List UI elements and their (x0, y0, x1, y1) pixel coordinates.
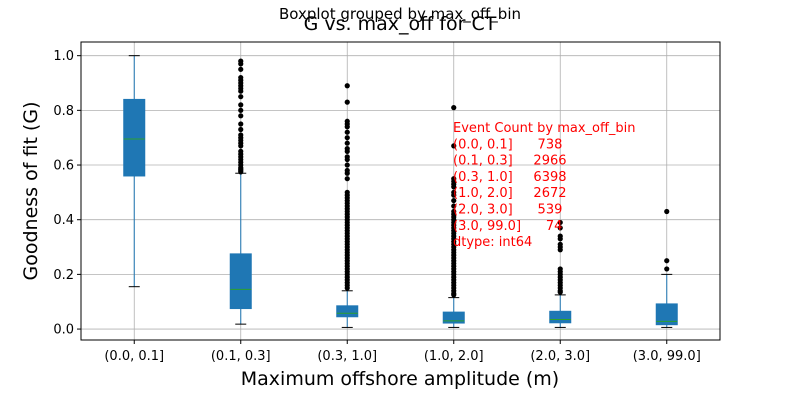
outlier-point (557, 225, 563, 231)
outlier-point (238, 94, 244, 100)
annotation-line: (0.3, 1.0] 6398 (453, 170, 567, 185)
box-iqr (549, 310, 572, 324)
x-tick-label: (1.0, 2.0] (424, 349, 484, 364)
box-group (655, 208, 678, 328)
outlier-point (238, 61, 244, 67)
outlier-point (344, 124, 350, 130)
box-group (336, 83, 359, 328)
y-axis-label: Goodness of fit (G) (20, 102, 42, 281)
x-tick-label: (3.0, 99.0] (633, 349, 701, 364)
outlier-point (238, 102, 244, 108)
outlier-point (344, 99, 350, 105)
outlier-point (344, 129, 350, 135)
y-tick-label: 0.6 (53, 159, 74, 174)
outlier-point (238, 88, 244, 94)
annotation-line: (2.0, 3.0] 539 (453, 203, 562, 218)
box-iqr (336, 305, 359, 318)
outlier-point (238, 113, 244, 119)
x-tick-label: (0.3, 1.0] (317, 349, 377, 364)
y-tick-label: 0.2 (53, 268, 74, 283)
outlier-point (451, 292, 457, 298)
outlier-point (451, 143, 457, 149)
outlier-point (238, 126, 244, 133)
outlier-point (344, 83, 350, 89)
annotation-line: dtype: int64 (453, 235, 532, 250)
outlier-point (451, 203, 457, 209)
outlier-point (344, 170, 350, 176)
annotation-line: Event Count by max_off_bin (453, 121, 636, 136)
outlier-point (557, 219, 563, 226)
outlier-point (344, 156, 350, 163)
outlier-point (557, 289, 563, 295)
outlier-point (344, 148, 350, 154)
box-iqr (123, 98, 146, 177)
x-tick-label: (2.0, 3.0] (530, 349, 590, 364)
x-tick-label: (0.0, 0.1] (104, 349, 164, 364)
outlier-point (451, 197, 457, 204)
box-iqr (229, 253, 252, 310)
box-iqr (655, 303, 678, 326)
x-axis-label: Maximum offshore amplitude (m) (241, 368, 559, 390)
box-group (229, 58, 252, 325)
chart-title: G vs. max_off for CT (303, 13, 497, 35)
annotation-line: (0.1, 0.3] 2966 (453, 154, 567, 169)
y-tick-label: 0.4 (53, 213, 74, 228)
outlier-point (238, 66, 244, 72)
outlier-point (344, 176, 350, 182)
annotation-line: (3.0, 99.0] 74 (453, 219, 562, 234)
axis-layer: 0.0 0.2 0.4 0.6 0.8 1.0 (0.0, 0.1] (0.1, 0.3] (0… (53, 49, 700, 364)
outlier-point (238, 143, 244, 149)
annotation-line: (1.0, 2.0] 2672 (453, 186, 567, 201)
outlier-point (238, 169, 244, 175)
marks-layer (123, 55, 678, 328)
grid-layer (81, 42, 720, 340)
y-tick-label: 1.0 (53, 49, 74, 64)
outlier-point (557, 247, 563, 253)
y-tick-label: 0.8 (53, 104, 74, 119)
outlier-point (344, 140, 350, 146)
outlier-point (344, 285, 350, 291)
outlier-point (238, 107, 244, 113)
outlier-point (238, 121, 244, 127)
box-iqr (442, 311, 465, 324)
suptitle: Boxplot grouped by max_off_bin (278, 5, 522, 23)
box-group (549, 219, 572, 328)
outlier-point (451, 105, 457, 111)
annotation-line: (0.0, 0.1] 738 (453, 137, 562, 152)
outlier-point (344, 162, 350, 168)
outlier-point (451, 184, 457, 190)
count-annotation: Event Count by max_off_bin(0.0, 0.1] 738… (453, 121, 636, 250)
y-tick-label: 0.0 (53, 323, 74, 338)
box-group (442, 105, 465, 328)
outlier-point (664, 258, 670, 264)
outlier-point (664, 208, 670, 215)
outlier-point (344, 135, 350, 141)
plot-frame (80, 41, 721, 341)
outlier-point (557, 236, 563, 242)
outlier-point (664, 266, 670, 272)
box-group (123, 55, 146, 288)
outlier-point (451, 192, 457, 198)
x-tick-label: (0.1, 0.3] (211, 349, 271, 364)
